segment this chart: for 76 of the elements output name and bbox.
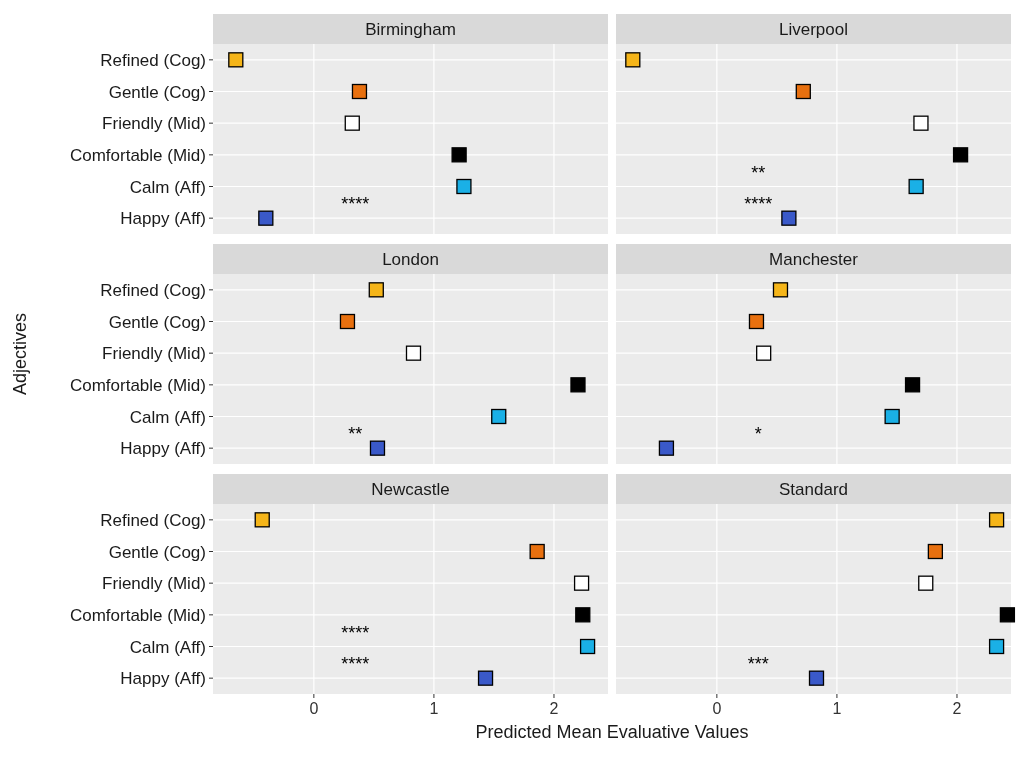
point (368, 282, 384, 298)
chart-title: Standard (779, 480, 848, 499)
point (529, 543, 545, 560)
point (254, 512, 270, 528)
annotation: * (754, 424, 762, 445)
point (988, 638, 1005, 655)
y-tick-label: Comfortable (Mid) (69, 145, 206, 165)
point (772, 282, 789, 298)
x-tick-label: 2 (952, 700, 962, 717)
y-tick-label: Calm (Aff) (129, 177, 206, 197)
point (456, 178, 472, 195)
y-tick-label: Calm (Aff) (129, 407, 206, 427)
y-tick-label: Happy (Aff) (120, 669, 206, 689)
y-tick-label: Refined (Cog) (100, 280, 206, 300)
point (658, 440, 675, 456)
annotation: **** (744, 194, 773, 215)
point (952, 147, 969, 163)
point (451, 147, 467, 163)
y-tick-label: Friendly (Mid) (102, 344, 206, 364)
point (795, 83, 811, 100)
point (477, 670, 494, 686)
point (748, 313, 765, 330)
point (756, 345, 772, 361)
point (999, 607, 1016, 623)
point (808, 670, 825, 686)
annotation: **** (341, 654, 370, 675)
point (405, 345, 422, 361)
chart-title: London (382, 250, 439, 269)
x-tick-label: 0 (309, 700, 319, 717)
point (258, 210, 274, 226)
x-tick-label: 2 (549, 700, 559, 717)
point (579, 638, 596, 655)
point (904, 377, 921, 393)
point (884, 408, 900, 425)
y-tick-label: Refined (Cog) (100, 510, 206, 530)
point (781, 210, 797, 226)
point (369, 440, 386, 456)
point (908, 178, 924, 195)
y-tick-label: Calm (Aff) (129, 637, 206, 657)
annotation: *** (747, 654, 769, 675)
point (913, 115, 929, 131)
point (625, 52, 641, 68)
point (570, 377, 586, 393)
annotation: ** (348, 424, 363, 445)
point (344, 115, 360, 131)
point (575, 607, 591, 623)
y-tick-label: Comfortable (Mid) (69, 605, 206, 625)
x-axis-title: Predicted Mean Evaluative Values (475, 722, 749, 742)
y-tick-label: Comfortable (Mid) (69, 375, 206, 395)
y-tick-label: Gentle (Cog) (108, 542, 206, 562)
point (918, 575, 934, 591)
y-axis-title: Adjectives (10, 312, 30, 396)
chart-title: Birmingham (365, 20, 456, 39)
point (339, 313, 356, 330)
point (491, 408, 507, 425)
chart-title: Liverpool (779, 20, 848, 39)
y-tick-label: Gentle (Cog) (108, 82, 206, 102)
annotation: **** (341, 194, 370, 215)
annotation: **** (341, 622, 370, 643)
chart-title: Newcastle (371, 480, 450, 499)
x-tick-label: 0 (712, 700, 722, 717)
y-tick-label: Friendly (Mid) (102, 574, 206, 594)
point (573, 575, 590, 591)
point (228, 52, 244, 68)
point (988, 512, 1005, 528)
point (351, 83, 368, 100)
y-tick-label: Happy (Aff) (120, 209, 206, 229)
chart-title: Manchester (769, 250, 859, 269)
annotation: ** (751, 162, 766, 183)
x-tick-label: 1 (429, 700, 439, 717)
y-tick-label: Happy (Aff) (120, 439, 206, 459)
y-tick-label: Gentle (Cog) (108, 312, 206, 332)
x-tick-label: 1 (832, 700, 842, 717)
y-tick-label: Friendly (Mid) (102, 114, 206, 134)
point (927, 543, 944, 560)
y-tick-label: Refined (Cog) (100, 50, 206, 70)
